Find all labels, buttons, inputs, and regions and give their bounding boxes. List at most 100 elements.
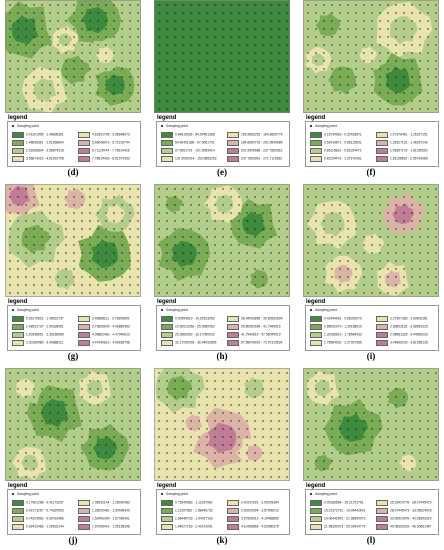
- sampling-point: [129, 396, 131, 398]
- sampling-point: [395, 468, 397, 470]
- sampling-point: [121, 268, 123, 270]
- legend-item: 184.8960776 - 202.9540686: [227, 140, 282, 146]
- sampling-point: [166, 12, 168, 14]
- point-symbol: [161, 493, 163, 496]
- sampling-point: [339, 196, 341, 198]
- sampling-point: [395, 212, 397, 214]
- sampling-point: [403, 252, 405, 254]
- sampling-point: [17, 260, 19, 262]
- legend-title: legend: [8, 115, 28, 121]
- sampling-point: [262, 268, 264, 270]
- sampling-point: [371, 228, 373, 230]
- sampling-point: [214, 452, 216, 454]
- sampling-point: [339, 204, 341, 206]
- sampling-point: [427, 44, 429, 46]
- sampling-point: [371, 196, 373, 198]
- legend-item: 2.98981325 - 3.44869233: [376, 332, 428, 338]
- sampling-point: [214, 20, 216, 22]
- sampling-point: [17, 36, 19, 38]
- sampling-point: [33, 388, 35, 390]
- sampling-point: [339, 412, 341, 414]
- sampling-point: [174, 252, 176, 254]
- sampling-point: [57, 84, 59, 86]
- legend-swatch: [12, 508, 24, 514]
- sampling-point: [419, 428, 421, 430]
- sampling-point: [254, 468, 256, 470]
- sampling-point: [363, 412, 365, 414]
- sampling-point: [278, 380, 280, 382]
- sampling-point: [17, 220, 19, 222]
- sampling-point: [379, 476, 381, 478]
- legend-swatch: [310, 332, 322, 338]
- sampling-point: [222, 4, 224, 6]
- sampling-point: [278, 20, 280, 22]
- sampling-point: [206, 108, 208, 110]
- sampling-point: [105, 28, 107, 30]
- sampling-point: [198, 12, 200, 14]
- sampling-point: [121, 236, 123, 238]
- sampling-point: [339, 460, 341, 462]
- sampling-point: [331, 284, 333, 286]
- sampling-point: [41, 468, 43, 470]
- sampling-point: [307, 436, 309, 438]
- sampling-point: [270, 412, 272, 414]
- sampling-point: [331, 460, 333, 462]
- sampling-point: [182, 412, 184, 414]
- sampling-point: [339, 436, 341, 438]
- sampling-point: [9, 84, 11, 86]
- sampling-point: [419, 388, 421, 390]
- sampling-point: [262, 420, 264, 422]
- sampling-point: [49, 244, 51, 246]
- sampling-point: [190, 244, 192, 246]
- sampling-point: [371, 412, 373, 414]
- legend-item: 0.00954619 - 19.92513053: [161, 316, 215, 322]
- sampling-point: [278, 236, 280, 238]
- sampling-point: [270, 100, 272, 102]
- sampling-point: [81, 236, 83, 238]
- sampling-point: [73, 380, 75, 382]
- sampling-point: [254, 388, 256, 390]
- value-zone: [185, 414, 203, 432]
- map-frame: [5, 0, 141, 113]
- sampling-point: [89, 372, 91, 374]
- point-label: Sampling point: [166, 308, 188, 312]
- sampling-point: [355, 412, 357, 414]
- sampling-point: [174, 20, 176, 22]
- sampling-point: [182, 12, 184, 14]
- sampling-point: [395, 252, 397, 254]
- sampling-point: [307, 12, 309, 14]
- sampling-point: [323, 28, 325, 30]
- sampling-point: [113, 260, 115, 262]
- sampling-point: [158, 380, 160, 382]
- sampling-point: [65, 212, 67, 214]
- sampling-point: [214, 476, 216, 478]
- point-label: Sampling point: [166, 124, 188, 128]
- sampling-point: [331, 20, 333, 22]
- sampling-point: [166, 276, 168, 278]
- sampling-point: [9, 268, 11, 270]
- sampling-point: [419, 76, 421, 78]
- sampling-point: [121, 212, 123, 214]
- sampling-point: [331, 52, 333, 54]
- sampling-point: [158, 468, 160, 470]
- sampling-point: [97, 436, 99, 438]
- sampling-point: [315, 412, 317, 414]
- sampling-point: [166, 92, 168, 94]
- sampling-point: [347, 12, 349, 14]
- sampling-point: [427, 52, 429, 54]
- sampling-point: [222, 36, 224, 38]
- sampling-point: [395, 260, 397, 262]
- sampling-point: [315, 4, 317, 6]
- sampling-point: [379, 284, 381, 286]
- legend-swatch: [227, 508, 239, 514]
- sampling-point: [347, 276, 349, 278]
- sampling-point: [395, 276, 397, 278]
- sampling-point: [387, 68, 389, 70]
- sampling-point: [254, 420, 256, 422]
- sampling-point: [246, 460, 248, 462]
- sampling-point: [387, 212, 389, 214]
- sampling-point: [427, 380, 429, 382]
- sampling-point: [347, 28, 349, 30]
- sampling-point: [371, 76, 373, 78]
- sampling-point: [435, 212, 437, 214]
